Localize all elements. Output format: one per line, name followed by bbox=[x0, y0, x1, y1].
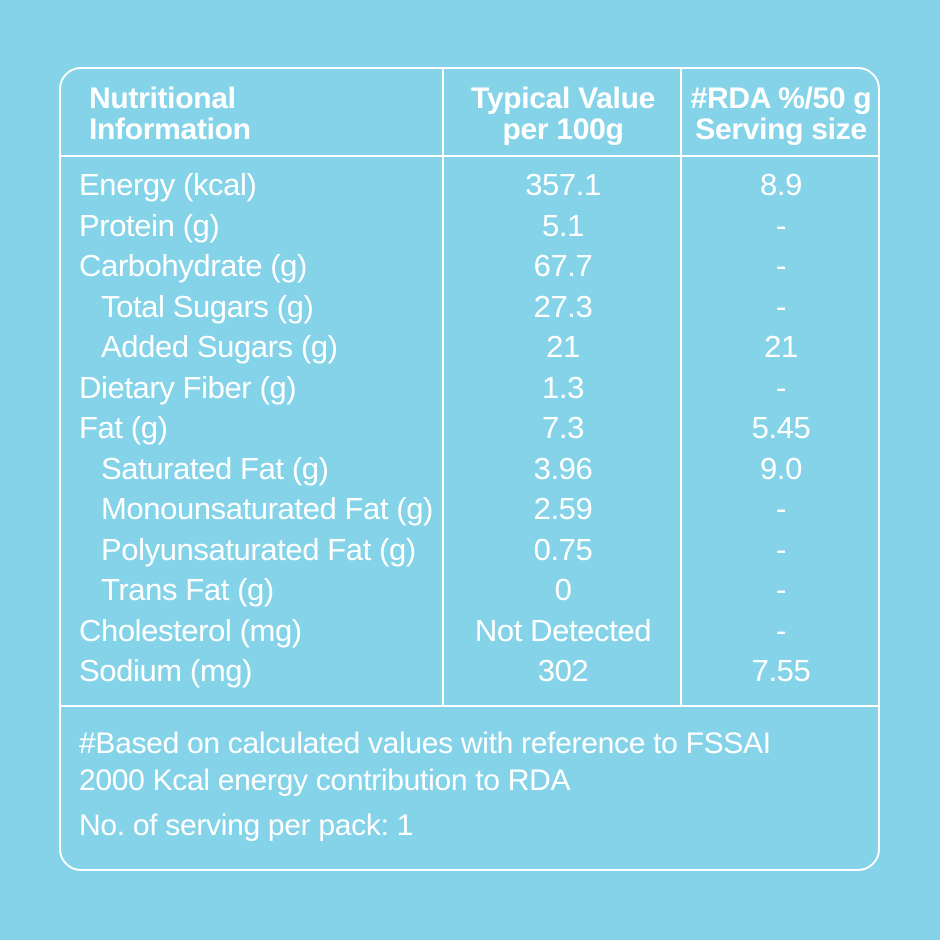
nutrient-rda: - bbox=[776, 531, 786, 567]
nutrient-rda: 21 bbox=[764, 329, 798, 364]
header-divider bbox=[61, 155, 878, 157]
nutrient-rda: 9.0 bbox=[760, 450, 802, 486]
table-row: Added Sugars (g) 21 21 bbox=[61, 327, 878, 368]
nutrient-label: Fat (g) bbox=[79, 410, 168, 445]
nutrient-label: Protein (g) bbox=[79, 207, 220, 243]
nutrient-rda: - bbox=[776, 369, 786, 405]
nutrient-value: Not Detected bbox=[474, 612, 652, 648]
nutrition-table: Nutritional Information Typical Value pe… bbox=[59, 67, 880, 871]
nutrient-label: Carbohydrate (g) bbox=[79, 248, 307, 283]
nutrient-value: 7.3 bbox=[542, 410, 584, 445]
header-rda: #RDA %/50 g Serving size bbox=[682, 82, 878, 146]
nutrient-rda: - bbox=[776, 248, 786, 283]
nutrient-label: Total Sugars (g) bbox=[101, 288, 314, 324]
nutrient-label: Energy (kcal) bbox=[79, 167, 257, 202]
nutrient-value: 302 bbox=[537, 653, 589, 688]
nutrient-label: Added Sugars (g) bbox=[101, 329, 338, 364]
nutrient-rda: 5.45 bbox=[751, 410, 811, 445]
nutrient-value: 0.75 bbox=[533, 531, 593, 567]
table-row: Monounsaturated Fat (g) 2.59 - bbox=[61, 489, 878, 530]
nutrient-rows: Energy (kcal) 357.1 8.9 Protein (g) 5.1- Carb… bbox=[61, 165, 878, 692]
nutrient-label: Sodium (mg) bbox=[79, 653, 253, 688]
footer-divider bbox=[61, 705, 878, 707]
nutrient-rda: - bbox=[776, 288, 786, 324]
nutrient-rda: - bbox=[776, 207, 786, 243]
table-row: Carbohydrate (g) 67.7 - bbox=[61, 246, 878, 287]
nutrient-label: Polyunsaturated Fat (g) bbox=[101, 531, 416, 567]
nutrient-value: 5.1 bbox=[542, 207, 584, 243]
servings-per-pack: No. of serving per pack: 1 bbox=[79, 809, 414, 842]
table-row: Saturated Fat (g) 3.96 9.0 bbox=[61, 449, 878, 490]
table-row: Energy (kcal) 357.1 8.9 bbox=[61, 165, 878, 206]
column-divider-1 bbox=[442, 69, 444, 707]
nutrient-value: 21 bbox=[546, 329, 580, 364]
nutrient-label: Trans Fat (g) bbox=[101, 572, 274, 607]
table-row: Trans Fat (g) 0 - bbox=[61, 570, 878, 611]
table-row: Fat (g) 7.3 5.45 bbox=[61, 408, 878, 449]
nutrient-rda: - bbox=[776, 491, 786, 526]
nutrient-rda: - bbox=[776, 572, 786, 607]
table-row: Protein (g) 5.1 - bbox=[61, 206, 878, 247]
nutrient-rda: 7.55 bbox=[751, 653, 811, 688]
header-col1-line2: Information bbox=[89, 113, 251, 146]
table-row: Dietary Fiber (g) 1.3 - bbox=[61, 368, 878, 409]
footnote-line1: #Based on calculated values with referen… bbox=[79, 727, 771, 760]
table-row: Cholesterol (mg) Not Detected - bbox=[61, 611, 878, 652]
nutrient-value: 27.3 bbox=[533, 288, 593, 324]
nutrient-label: Monounsaturated Fat (g) bbox=[101, 491, 433, 526]
nutrient-rda: - bbox=[776, 612, 786, 648]
nutrient-value: 1.3 bbox=[542, 369, 584, 405]
header-col2-line2: per 100g bbox=[502, 113, 624, 146]
header-nutritional-information: Nutritional Information bbox=[89, 83, 251, 145]
footnote-line2: 2000 Kcal energy contribution to RDA bbox=[79, 764, 571, 797]
header-typical-value: Typical Value per 100g bbox=[444, 83, 682, 145]
table-row: Polyunsaturated Fat (g) 0.75 - bbox=[61, 530, 878, 571]
nutrient-label: Cholesterol (mg) bbox=[79, 612, 302, 648]
table-row: Total Sugars (g) 27.3 - bbox=[61, 287, 878, 328]
header-col3-line1: #RDA %/50 g bbox=[690, 82, 872, 115]
nutrient-value: 67.7 bbox=[533, 248, 593, 283]
nutrient-value: 0 bbox=[554, 572, 572, 607]
header-col1-line1: Nutritional bbox=[89, 82, 236, 115]
column-divider-2 bbox=[680, 69, 682, 707]
nutrient-rda: 8.9 bbox=[760, 167, 802, 202]
nutrient-value: 2.59 bbox=[533, 491, 593, 526]
nutrient-label: Saturated Fat (g) bbox=[101, 450, 329, 486]
nutrient-value: 357.1 bbox=[525, 167, 601, 202]
table-row: Sodium (mg) 302 7.55 bbox=[61, 651, 878, 692]
nutrient-value: 3.96 bbox=[533, 450, 593, 486]
header-col2-line1: Typical Value bbox=[471, 82, 655, 115]
nutrient-label: Dietary Fiber (g) bbox=[79, 369, 297, 405]
header-col3-line2: Serving size bbox=[695, 113, 867, 146]
footnote: #Based on calculated values with referen… bbox=[79, 725, 771, 844]
